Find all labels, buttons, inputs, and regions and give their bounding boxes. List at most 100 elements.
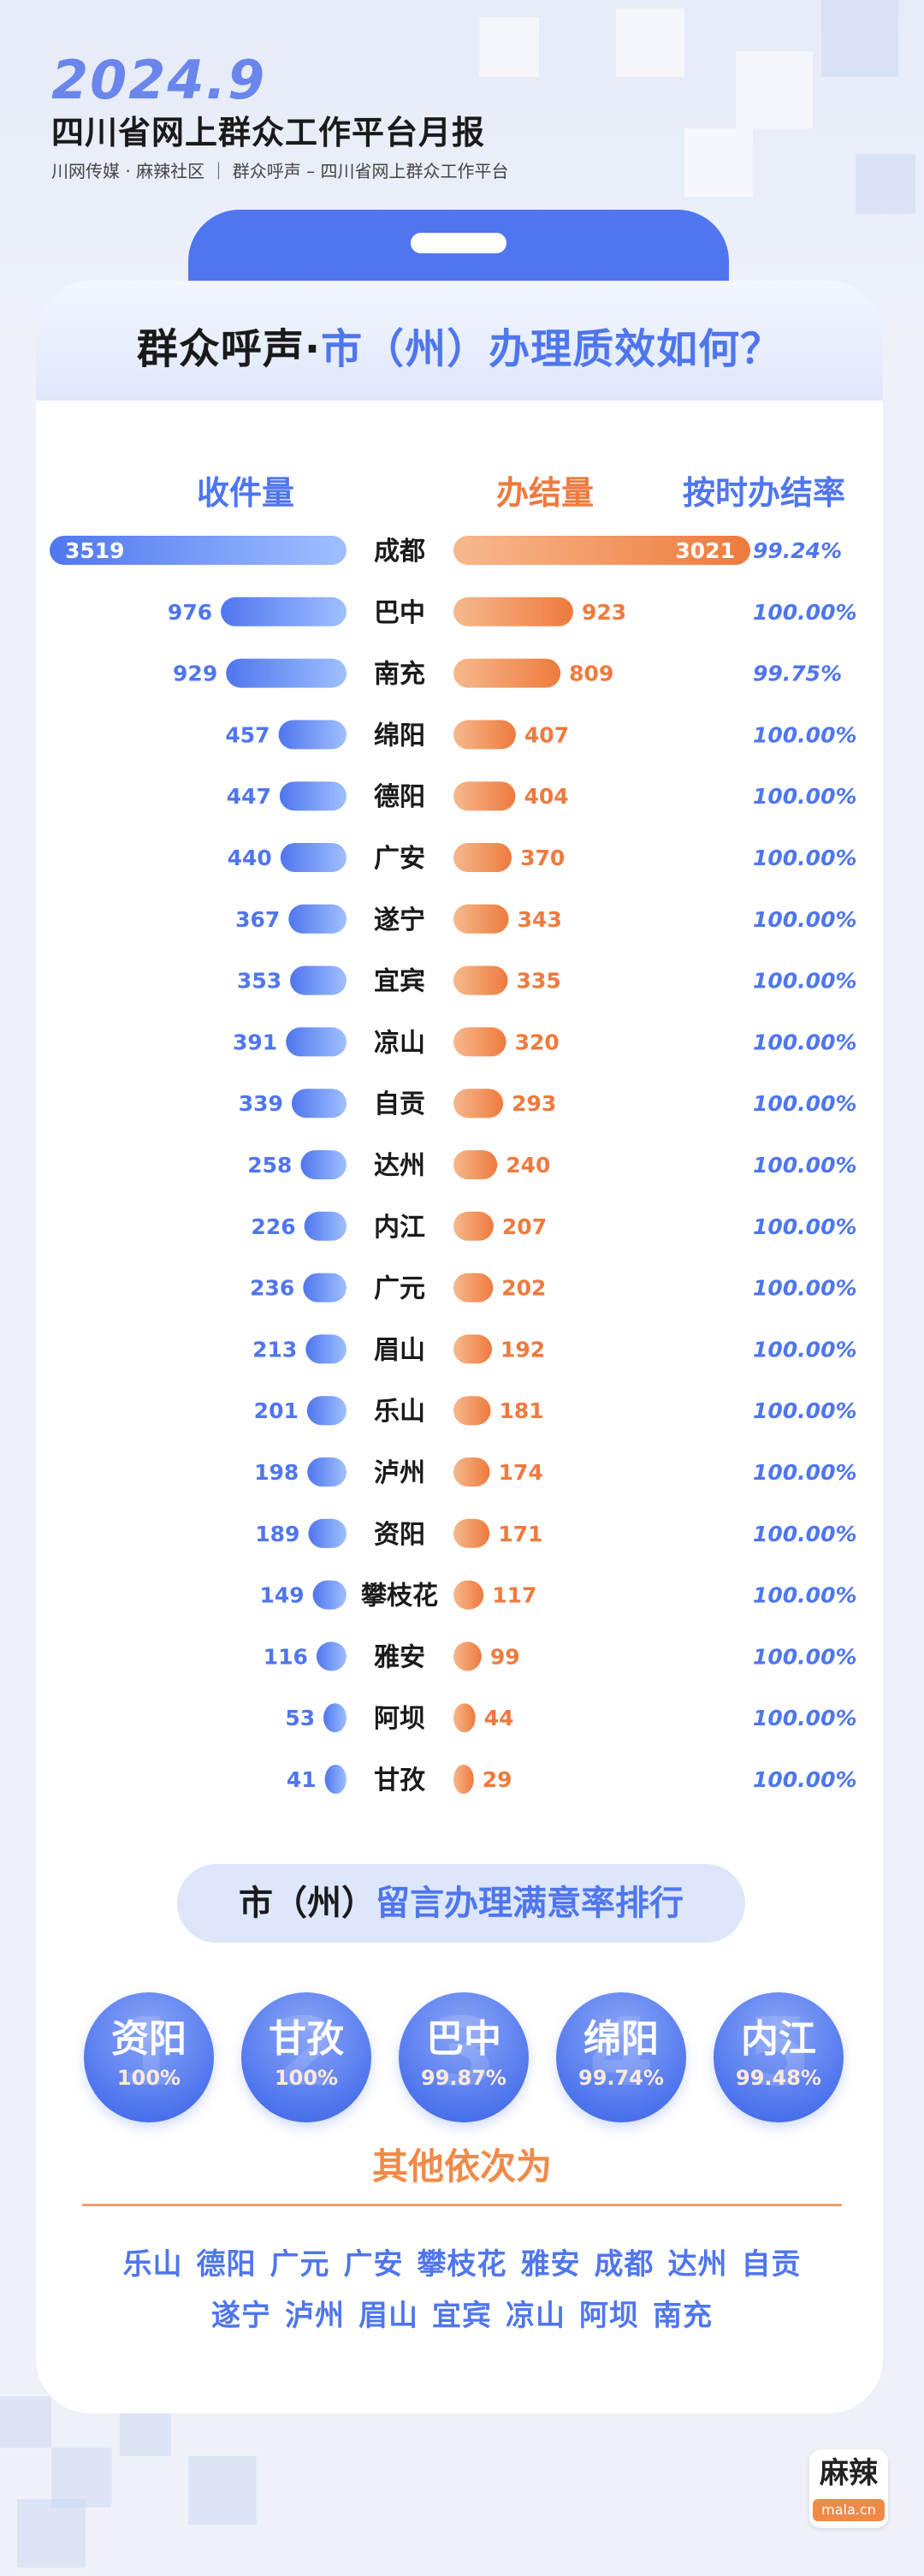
card-title-part2: 市（州）办理质效如何？ — [321, 325, 783, 373]
bar-completed — [453, 1334, 492, 1364]
others-city: 德阳 — [196, 2247, 257, 2282]
bar-received — [226, 658, 346, 688]
card-title-part1: 群众呼声· — [136, 325, 322, 373]
bar-received — [291, 1089, 346, 1119]
satisfaction-title-part2: 留言办理满意率排行 — [376, 1884, 684, 1923]
ontime-rate-label: 100.00% — [753, 969, 857, 994]
data-label-completed: 29 — [483, 1767, 512, 1792]
rank-city: 甘孜 — [269, 2017, 344, 2061]
column-header-ontime-rate: 按时办结率 — [683, 474, 846, 512]
category-label: 南充 — [374, 660, 425, 690]
data-label-received: 116 — [264, 1644, 308, 1669]
data-label-received: 198 — [254, 1460, 299, 1485]
ontime-rate-label: 100.00% — [753, 1644, 857, 1669]
decor-square — [17, 2499, 86, 2567]
bar-completed — [453, 965, 508, 995]
data-label-completed: 44 — [484, 1706, 514, 1730]
bar-received — [300, 1150, 346, 1179]
others-list-row1: 乐山 德阳 广元 广安 攀枝花 雅安 成都 达州 自贡 — [82, 2241, 842, 2282]
data-label-completed: 240 — [506, 1153, 550, 1178]
bar-received — [303, 1273, 346, 1303]
ontime-rate-label: 100.00% — [753, 1030, 857, 1054]
rank-badge: 5 内江 99.48% — [714, 1992, 844, 2122]
rank-badge: 1 资阳 100% — [84, 1992, 214, 2122]
bar-received — [279, 781, 346, 811]
rank-city: 资阳 — [111, 2017, 187, 2061]
category-label: 巴中 — [374, 598, 425, 628]
ontime-rate-label: 100.00% — [753, 846, 857, 870]
others-list-row2: 遂宁 泸州 眉山 宜宾 凉山 阿坝 南充 — [82, 2292, 842, 2334]
data-label-completed: 171 — [498, 1522, 542, 1546]
rank-city: 内江 — [741, 2017, 816, 2061]
bar-completed — [453, 1765, 474, 1794]
bar-completed — [453, 720, 516, 750]
ontime-rate-label: 100.00% — [753, 1583, 857, 1608]
data-label-received: 976 — [168, 600, 212, 625]
bar-completed — [453, 781, 516, 811]
data-label-received: 41 — [287, 1767, 317, 1792]
ontime-rate-label: 100.00% — [753, 722, 857, 747]
ontime-rate-label: 100.00% — [753, 1398, 857, 1423]
others-city: 广元 — [270, 2247, 330, 2282]
data-label-received: 226 — [251, 1214, 295, 1239]
rank-percent: 100% — [116, 2066, 181, 2090]
data-label-received: 149 — [259, 1583, 304, 1608]
decor-square — [0, 2396, 51, 2448]
data-label-completed: 181 — [500, 1398, 544, 1423]
bar-received — [316, 1641, 346, 1671]
data-label-completed: 207 — [502, 1214, 547, 1239]
bar-received — [306, 1396, 346, 1426]
bar-received — [312, 1580, 346, 1610]
category-label: 攀枝花 — [361, 1582, 438, 1611]
category-label: 泸州 — [374, 1458, 425, 1488]
ontime-rate-label: 100.00% — [753, 600, 857, 625]
rank-badge: 4 绵阳 99.74% — [556, 1992, 686, 2122]
rank-number: 4 — [588, 1997, 654, 2107]
bar-received — [280, 843, 346, 872]
data-label-completed: 320 — [515, 1030, 560, 1054]
rank-badge: 2 甘孜 100% — [241, 1992, 371, 2122]
bar-completed — [453, 1150, 498, 1179]
others-city: 泸州 — [285, 2299, 345, 2333]
bar-completed — [453, 1518, 490, 1548]
data-label-completed: 407 — [524, 722, 569, 747]
bar-completed — [453, 597, 573, 626]
data-label-completed: 3021 — [675, 538, 735, 563]
bar-received — [324, 1765, 346, 1794]
data-label-received: 391 — [233, 1030, 277, 1054]
data-label-received: 213 — [252, 1337, 297, 1362]
bar-received — [305, 1334, 346, 1364]
others-city: 乐山 — [122, 2247, 183, 2282]
mala-logo: 麻辣 mala.cn — [809, 2449, 888, 2528]
bar-received — [323, 1703, 346, 1733]
ontime-rate-label: 100.00% — [753, 1153, 857, 1178]
bar-completed — [453, 1703, 476, 1733]
others-city: 眉山 — [358, 2299, 418, 2333]
ontime-rate-label: 100.00% — [753, 1460, 857, 1485]
category-label: 甘孜 — [374, 1766, 426, 1795]
ontime-rate-label: 100.00% — [753, 1337, 857, 1362]
ontime-rate-label: 100.00% — [753, 1522, 857, 1546]
data-label-received: 189 — [255, 1522, 299, 1546]
satisfaction-section-title: 市（州）留言办理满意率排行 — [177, 1864, 745, 1943]
ontime-rate-label: 99.24% — [753, 538, 842, 563]
data-label-received: 353 — [237, 969, 281, 994]
bar-received — [290, 965, 346, 995]
data-label-completed: 335 — [517, 969, 561, 994]
others-city: 雅安 — [520, 2247, 581, 2282]
ontime-rate-label: 100.00% — [753, 1767, 857, 1792]
decor-square — [736, 51, 813, 128]
page-title: 四川省网上群众工作平台月报 — [51, 114, 486, 151]
card-tab-slot — [411, 233, 506, 253]
data-label-received: 258 — [247, 1153, 292, 1178]
data-label-completed: 370 — [520, 846, 565, 870]
decor-square — [856, 154, 915, 214]
data-label-received: 929 — [173, 662, 217, 686]
bar-completed — [453, 1027, 506, 1057]
data-label-received: 339 — [239, 1091, 283, 1116]
bar-completed — [453, 1273, 494, 1303]
rank-percent: 100% — [274, 2066, 339, 2090]
ontime-rate-label: 100.00% — [753, 1091, 857, 1116]
bar-completed — [453, 1457, 490, 1487]
